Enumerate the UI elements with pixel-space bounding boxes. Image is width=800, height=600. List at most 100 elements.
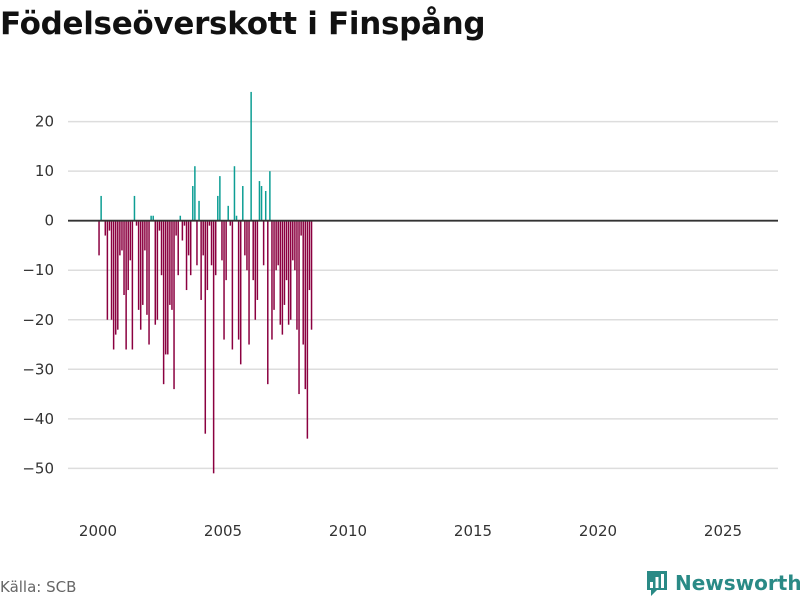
bar: [252, 220, 254, 281]
bar: [233, 166, 236, 221]
bar: [117, 220, 119, 330]
bar: [244, 220, 246, 256]
bar: [308, 220, 311, 291]
newsworthy-icon: [647, 571, 667, 596]
bar: [212, 220, 215, 474]
bar: [300, 220, 302, 236]
bar: [162, 220, 165, 385]
bar: [239, 220, 242, 365]
bar: [219, 176, 221, 221]
bar: [231, 220, 234, 350]
bar: [108, 220, 111, 231]
bar: [154, 220, 157, 325]
bar: [310, 220, 313, 330]
bar: [144, 220, 146, 251]
bar: [223, 220, 225, 340]
bar: [225, 220, 227, 281]
bar: [148, 220, 150, 345]
bar: [200, 220, 202, 300]
bar: [294, 220, 296, 271]
bar: [271, 220, 273, 340]
bar: [229, 220, 232, 226]
bar: [273, 220, 275, 310]
bar: [133, 195, 136, 221]
bar: [167, 220, 169, 355]
bar: [198, 200, 200, 221]
x-tick-label: 2020: [579, 522, 617, 540]
y-tick-label: −10: [22, 261, 54, 279]
brand-name: Newsworthy: [675, 571, 800, 595]
bar: [250, 91, 252, 221]
bar: [152, 215, 154, 221]
bar: [298, 220, 300, 395]
bar: [296, 220, 298, 330]
bar: [110, 220, 113, 320]
newsworthy-logo[interactable]: Newsworthy: [645, 568, 800, 598]
bar: [139, 220, 142, 330]
bar: [187, 220, 190, 256]
bar: [173, 220, 175, 390]
bar: [242, 186, 244, 221]
bar: [121, 220, 123, 251]
bar: [256, 220, 259, 300]
bar: [302, 220, 304, 345]
bar: [194, 166, 196, 221]
bar: [281, 220, 284, 335]
bar: [158, 220, 161, 231]
bar: [217, 195, 219, 221]
bar: [123, 220, 125, 295]
bar: [237, 220, 240, 340]
bar: [137, 220, 140, 310]
bar: [171, 220, 173, 310]
y-tick-label: 10: [35, 162, 54, 180]
bar: [210, 220, 213, 266]
bar: [221, 220, 223, 261]
y-tick-label: −30: [22, 360, 54, 378]
bar: [196, 220, 198, 266]
x-tick-label: 2025: [704, 522, 742, 540]
bar: [214, 220, 217, 276]
bar: [258, 181, 261, 221]
y-tick-label: −20: [22, 311, 54, 329]
x-tick-label: 2015: [454, 522, 492, 540]
bar: [100, 195, 102, 221]
bar: [304, 220, 307, 390]
bar: [264, 190, 267, 221]
bar: [185, 220, 188, 291]
bar: [192, 186, 194, 221]
bar: [235, 215, 238, 221]
bar: [277, 220, 279, 266]
bar: [135, 220, 138, 226]
y-tick-label: −40: [22, 410, 54, 428]
bar: [156, 220, 159, 320]
bar: [248, 220, 250, 345]
y-tick-label: 0: [44, 212, 54, 230]
bar: [275, 220, 277, 271]
bar: [129, 220, 132, 261]
x-tick-label: 2005: [204, 522, 242, 540]
bar: [202, 220, 204, 256]
bar: [164, 220, 167, 355]
x-tick-label: 2000: [79, 522, 117, 540]
y-tick-label: −50: [22, 459, 54, 477]
bar: [169, 220, 171, 305]
bar: [292, 220, 294, 261]
y-tick-label: 20: [35, 113, 54, 131]
bar: [183, 220, 186, 226]
bar: [119, 220, 121, 256]
bar: [175, 220, 177, 236]
bar: [227, 205, 229, 221]
bar: [206, 220, 209, 291]
bar: [114, 220, 117, 335]
bar: [287, 220, 290, 325]
bar: [106, 220, 109, 320]
bar: [142, 220, 144, 305]
bar: [104, 220, 107, 236]
bar: [112, 220, 115, 350]
bar: [262, 220, 265, 266]
bar: [160, 220, 163, 276]
bar: [246, 220, 248, 271]
bars: [98, 91, 313, 474]
bar: [283, 220, 286, 305]
